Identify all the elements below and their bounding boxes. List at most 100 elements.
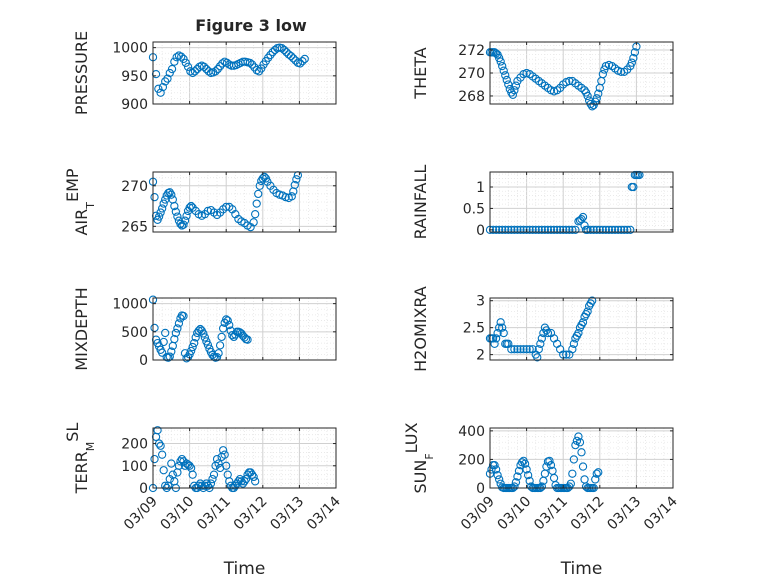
y-tick-label: 900	[121, 97, 148, 113]
axes-box	[152, 171, 337, 233]
data-point	[496, 318, 505, 327]
y-axis-label: SUNFLUX	[402, 422, 436, 493]
data-point	[630, 48, 640, 57]
data-point	[279, 45, 289, 55]
y-tick-label: 500	[121, 325, 148, 341]
y-tick-label: 0	[139, 353, 148, 369]
data-point	[300, 54, 309, 64]
data-point	[578, 318, 588, 327]
data-point	[528, 225, 537, 235]
data-point	[511, 81, 521, 90]
data-point	[177, 52, 186, 61]
data-point	[161, 328, 170, 338]
data-point	[213, 64, 222, 74]
data-point	[290, 180, 299, 190]
data-point	[156, 441, 165, 450]
data-point	[494, 475, 504, 484]
y-axis-label: H2OMIXRA	[411, 286, 430, 372]
data-point	[243, 335, 252, 344]
data-point	[540, 225, 550, 235]
subplot-h2omixra: 2 2.5 3 H2OMIXRA	[411, 286, 674, 372]
data-point	[574, 432, 583, 441]
data-point	[186, 201, 196, 211]
data-point	[583, 91, 592, 101]
data-point	[254, 189, 263, 199]
data-point	[298, 57, 307, 66]
data-point	[179, 311, 188, 321]
data-point	[150, 192, 159, 202]
data-point	[159, 337, 168, 347]
data-point	[154, 212, 164, 221]
data-point	[571, 225, 580, 235]
data-point	[225, 320, 234, 330]
data-point	[504, 80, 513, 89]
data-point	[218, 446, 228, 455]
data-point	[627, 58, 636, 67]
subplot-theta: 268 270 272 THETA	[411, 41, 674, 111]
data-point	[170, 334, 179, 344]
data-point	[598, 69, 607, 79]
data-point	[516, 345, 525, 354]
y-axis-label: AIRTEMP	[63, 168, 97, 235]
data-point	[167, 459, 176, 468]
data-point	[499, 328, 508, 338]
subplot-pressure: 900 950 1000 PRESSURE	[72, 31, 337, 115]
data-point	[498, 61, 507, 71]
data-point	[188, 470, 197, 479]
data-point	[240, 477, 249, 486]
data-point	[586, 225, 595, 235]
data-point	[569, 339, 579, 348]
data-series	[148, 426, 260, 493]
data-point	[537, 334, 546, 343]
data-point	[241, 474, 251, 484]
data-point	[598, 225, 607, 235]
data-series	[485, 170, 644, 235]
data-point	[565, 225, 574, 235]
y-tick-label: 200	[458, 452, 485, 468]
data-point	[592, 469, 601, 478]
data-point	[578, 212, 588, 222]
data-point	[287, 192, 296, 201]
data-point	[522, 465, 531, 474]
data-point	[188, 342, 197, 352]
axes-box	[489, 427, 674, 489]
data-point	[218, 324, 228, 333]
data-point	[252, 199, 261, 208]
data-point	[601, 225, 611, 235]
data-point	[623, 225, 632, 235]
data-point	[171, 328, 181, 338]
data-point	[502, 75, 511, 85]
data-point	[171, 207, 181, 216]
data-point	[161, 481, 170, 490]
y-tick-label: 270	[121, 179, 148, 195]
data-point	[525, 476, 534, 486]
data-point	[604, 225, 614, 235]
data-point	[488, 225, 498, 235]
data-point	[537, 225, 546, 235]
data-point	[173, 212, 182, 221]
data-point	[180, 216, 190, 225]
data-point	[194, 326, 203, 335]
y-tick-label: 1000	[112, 41, 148, 57]
data-point	[594, 468, 603, 477]
data-point	[543, 225, 553, 235]
data-point	[266, 50, 275, 60]
data-point	[249, 218, 258, 227]
data-point	[212, 353, 222, 362]
data-point	[490, 460, 499, 470]
subplot-rainfall: 0 0.5 1 RAINFALL	[411, 165, 674, 239]
data-point	[493, 328, 502, 338]
data-point	[156, 88, 165, 97]
data-point	[583, 225, 592, 235]
data-point	[610, 225, 620, 235]
data-series	[148, 43, 309, 97]
data-point	[549, 225, 559, 235]
data-point	[520, 459, 530, 468]
data-point	[206, 479, 216, 488]
subplot-air-temp: 265 270 AIRTEMP	[63, 168, 337, 236]
data-point	[488, 334, 498, 343]
data-point	[588, 296, 597, 305]
data-point	[513, 225, 522, 235]
data-point	[212, 454, 222, 464]
